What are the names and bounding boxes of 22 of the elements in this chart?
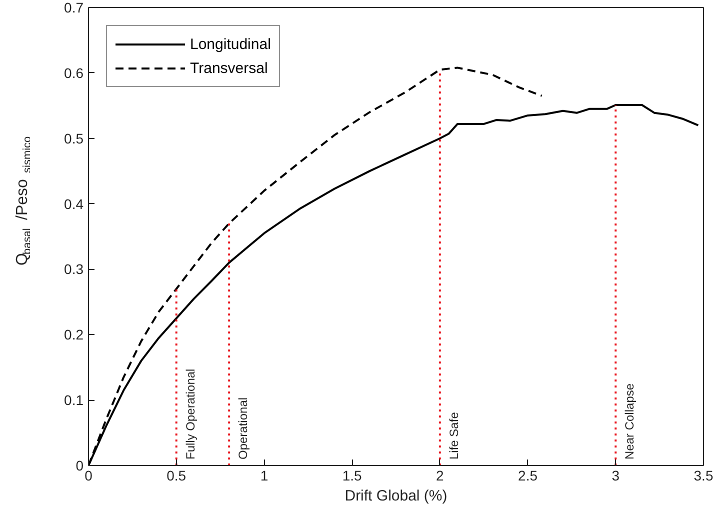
x-tick-label: 3.5: [694, 468, 714, 484]
x-axis-title: Drift Global (%): [344, 488, 448, 504]
x-tick-label: 3: [612, 468, 620, 484]
ref-line-label: Near Collapse: [622, 383, 637, 460]
x-tick-label: 1: [260, 468, 268, 484]
y-tick-label: 0: [76, 458, 84, 474]
x-tick-label: 1.5: [342, 468, 362, 484]
y-tick-label: 0.5: [64, 130, 84, 146]
legend-label: Transversal: [190, 60, 268, 76]
y-tick-label: 0.7: [64, 0, 84, 16]
ref-line-label: Operational: [236, 397, 250, 460]
ref-line-label: Fully Operational: [183, 368, 198, 460]
ref-line-label: Life Safe: [446, 412, 461, 460]
y-tick-label: 0.6: [64, 64, 84, 81]
x-tick-label: 2.5: [518, 468, 538, 484]
y-tick-label: 0.3: [64, 261, 84, 278]
legend-label: Longitudinal: [190, 36, 271, 52]
x-tick-label: 2: [436, 468, 444, 484]
y-tick-label: 0.1: [64, 392, 84, 408]
x-tick-label: 0.5: [166, 468, 186, 484]
y-tick-label: 0.4: [64, 196, 84, 212]
y-tick-label: 0.2: [64, 326, 84, 343]
